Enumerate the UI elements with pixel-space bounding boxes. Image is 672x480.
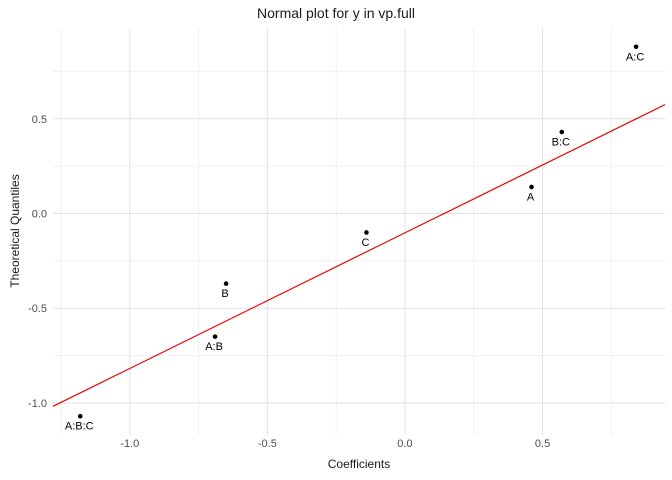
data-point-label: B: [221, 288, 228, 300]
data-point-label: C: [361, 237, 369, 249]
plot-title: Normal plot for y in vp.full: [257, 5, 415, 21]
data-point-label: A:B:C: [65, 421, 94, 433]
data-point-dot: [223, 281, 229, 286]
data-point-label: A: [527, 191, 535, 203]
data-point-label: A:C: [626, 51, 644, 63]
data-point-dot: [212, 334, 218, 339]
data-point-dot: [77, 413, 83, 419]
data-point-dot: [529, 184, 534, 190]
data-point-dot: [364, 230, 369, 235]
data-point-label: A:B: [205, 341, 223, 353]
y-tick-label: -1.0: [28, 398, 47, 410]
y-axis-title: Theoretical Quantiles: [8, 174, 22, 288]
y-tick-label: 0.0: [32, 208, 47, 220]
fit-line: [52, 104, 666, 407]
y-tick-label: 0.5: [32, 114, 47, 126]
x-tick-label: -0.5: [258, 438, 277, 450]
x-tick-label: 0.5: [535, 438, 550, 450]
data-point-label: B:C: [552, 137, 570, 149]
data-point-dot: [633, 44, 639, 50]
y-tick-label: -0.5: [28, 303, 47, 315]
x-tick-label: 0.0: [397, 438, 412, 450]
x-axis-title: Coefficients: [327, 457, 391, 471]
data-point-dot: [559, 129, 565, 135]
x-tick-label: -1.0: [120, 438, 139, 450]
